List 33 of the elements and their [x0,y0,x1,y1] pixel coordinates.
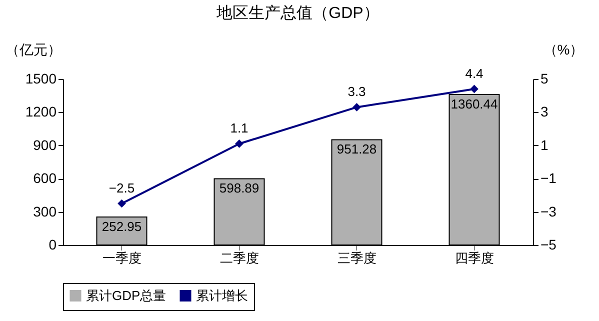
chart-title: 地区生产总值（GDP） [216,4,380,22]
data-label: 951.28 [336,142,377,157]
legend-label: 累计增长 [196,288,248,303]
y2-tick-label: −5 [540,236,557,252]
y-tick-label: 300 [33,203,57,220]
y2-tick-label: 3 [540,104,548,120]
y2-axis-title: （%） [543,42,584,58]
data-label: 4.4 [465,66,484,81]
y2-tick-label: −1 [540,170,557,186]
data-label: 1.1 [230,120,248,136]
data-label: −2.5 [108,180,135,196]
data-label: 598.89 [219,180,260,196]
x-tick-label: 二季度 [220,250,259,266]
y-tick-label: 0 [48,236,57,252]
data-label: 252.95 [102,219,142,234]
point [470,84,478,94]
y-tick-label: 900 [33,136,57,153]
data-label: 3.3 [348,84,366,100]
y-tick-label: 1200 [25,104,57,120]
point [235,140,244,148]
y-tick-label: 1500 [25,70,57,86]
y-axis-title: （亿元） [6,42,62,58]
point [352,103,361,112]
data-label: 1360.44 [450,96,498,112]
y-tick-label: 600 [33,170,57,186]
x-tick-label: 四季度 [454,250,494,266]
y2-tick-label: 5 [540,70,548,86]
y2-tick-label: 1 [540,136,548,153]
x-tick-label: 一季度 [102,250,142,266]
y2-tick-label: −3 [540,203,557,220]
point [118,199,126,208]
legend-label: 累计GDP总量 [86,288,166,303]
x-tick-label: 三季度 [337,250,376,266]
